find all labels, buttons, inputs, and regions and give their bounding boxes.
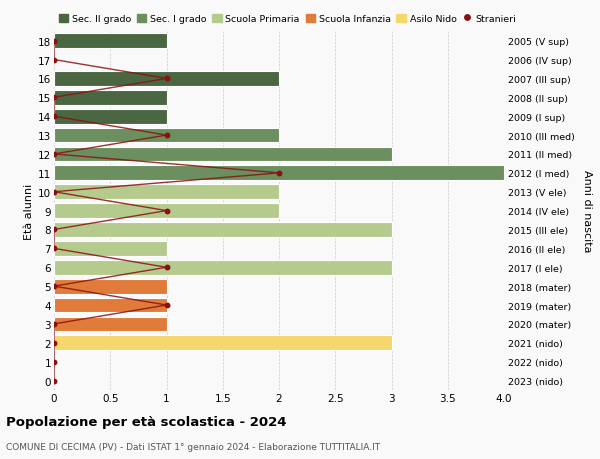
Bar bbox=[54, 147, 392, 162]
Bar bbox=[54, 72, 279, 87]
Point bbox=[49, 95, 59, 102]
Y-axis label: Età alunni: Età alunni bbox=[24, 183, 34, 239]
Point bbox=[162, 302, 172, 309]
Point bbox=[274, 170, 284, 177]
Point bbox=[49, 339, 59, 347]
Point bbox=[49, 320, 59, 328]
Point bbox=[49, 283, 59, 290]
Text: COMUNE DI CECIMA (PV) - Dati ISTAT 1° gennaio 2024 - Elaborazione TUTTITALIA.IT: COMUNE DI CECIMA (PV) - Dati ISTAT 1° ge… bbox=[6, 442, 380, 451]
Legend: Sec. II grado, Sec. I grado, Scuola Primaria, Scuola Infanzia, Asilo Nido, Stran: Sec. II grado, Sec. I grado, Scuola Prim… bbox=[59, 15, 516, 24]
Bar bbox=[54, 129, 279, 143]
Point bbox=[162, 132, 172, 140]
Point bbox=[49, 189, 59, 196]
Bar bbox=[54, 185, 279, 200]
Point bbox=[162, 264, 172, 271]
Point bbox=[49, 57, 59, 64]
Bar bbox=[54, 279, 167, 294]
Y-axis label: Anni di nascita: Anni di nascita bbox=[582, 170, 592, 252]
Point bbox=[49, 113, 59, 121]
Bar bbox=[54, 110, 167, 124]
Point bbox=[49, 377, 59, 384]
Bar bbox=[54, 336, 392, 350]
Bar bbox=[54, 34, 167, 49]
Bar bbox=[54, 166, 504, 181]
Text: Popolazione per età scolastica - 2024: Popolazione per età scolastica - 2024 bbox=[6, 415, 287, 428]
Point bbox=[49, 358, 59, 365]
Bar bbox=[54, 241, 167, 256]
Point bbox=[49, 38, 59, 45]
Point bbox=[49, 226, 59, 234]
Bar bbox=[54, 317, 167, 331]
Bar bbox=[54, 223, 392, 237]
Bar bbox=[54, 298, 167, 313]
Bar bbox=[54, 91, 167, 106]
Point bbox=[162, 76, 172, 83]
Point bbox=[49, 245, 59, 252]
Point bbox=[49, 151, 59, 158]
Point bbox=[162, 207, 172, 215]
Bar bbox=[54, 204, 279, 218]
Bar bbox=[54, 260, 392, 275]
